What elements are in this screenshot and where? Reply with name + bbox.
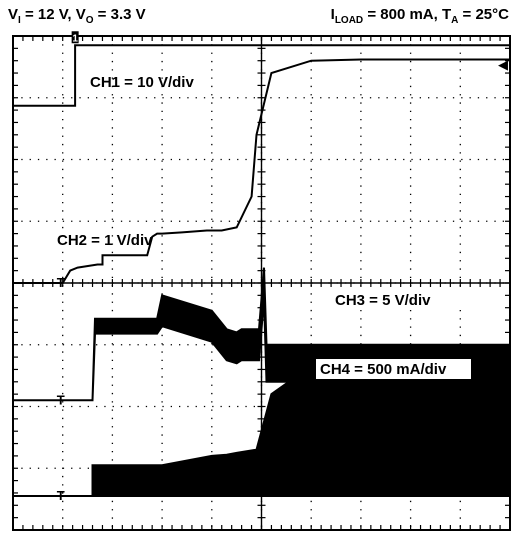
channel-markers: 1 T T T ◀ — [57, 31, 508, 503]
channel-labels: CH1 = 10 V/div CH2 = 1 V/div CH3 = 5 V/div… — [57, 74, 471, 379]
trigger-arrow-icon: ◀ — [498, 58, 508, 73]
plot-frame — [12, 35, 511, 531]
ch1-marker-label: 1 — [72, 33, 78, 44]
vo-value: = 3.3 V — [93, 6, 146, 23]
ch4-label: CH4 = 500 mA/div — [320, 361, 447, 378]
ch3-label-bg — [331, 290, 471, 310]
vo-label: V — [75, 6, 86, 23]
iload-subscript: LOAD — [334, 15, 364, 26]
ch1-label: CH1 = 10 V/div — [90, 74, 194, 91]
iload-label: I — [330, 6, 335, 23]
ch2-ground-marker: T — [57, 275, 65, 290]
ta-label: T — [441, 6, 452, 23]
vo-subscript: O — [85, 15, 94, 26]
ch2-label: CH2 = 1 V/div — [57, 232, 153, 249]
ta-subscript: A — [451, 15, 459, 26]
ch3-ground-marker: T — [57, 392, 65, 407]
ch3-label: CH3 = 5 V/div — [335, 292, 431, 309]
header-right: ILOAD = 800 mA, TA = 25°C — [331, 6, 509, 26]
vi-value: = 12 V, — [20, 6, 76, 23]
ch4-ground-marker: T — [57, 488, 65, 503]
ch2-trace — [13, 58, 510, 284]
iload-value: = 800 mA, — [363, 6, 442, 23]
vi-label: V — [8, 6, 19, 23]
ch4-label-bg — [316, 359, 471, 379]
vi-subscript: I — [18, 15, 21, 26]
ch1-trace — [13, 44, 510, 107]
ta-value: = 25°C — [458, 6, 509, 23]
ch1-ground-marker — [71, 31, 79, 44]
header-left: VI = 12 V, VO = 3.3 V — [8, 6, 146, 26]
